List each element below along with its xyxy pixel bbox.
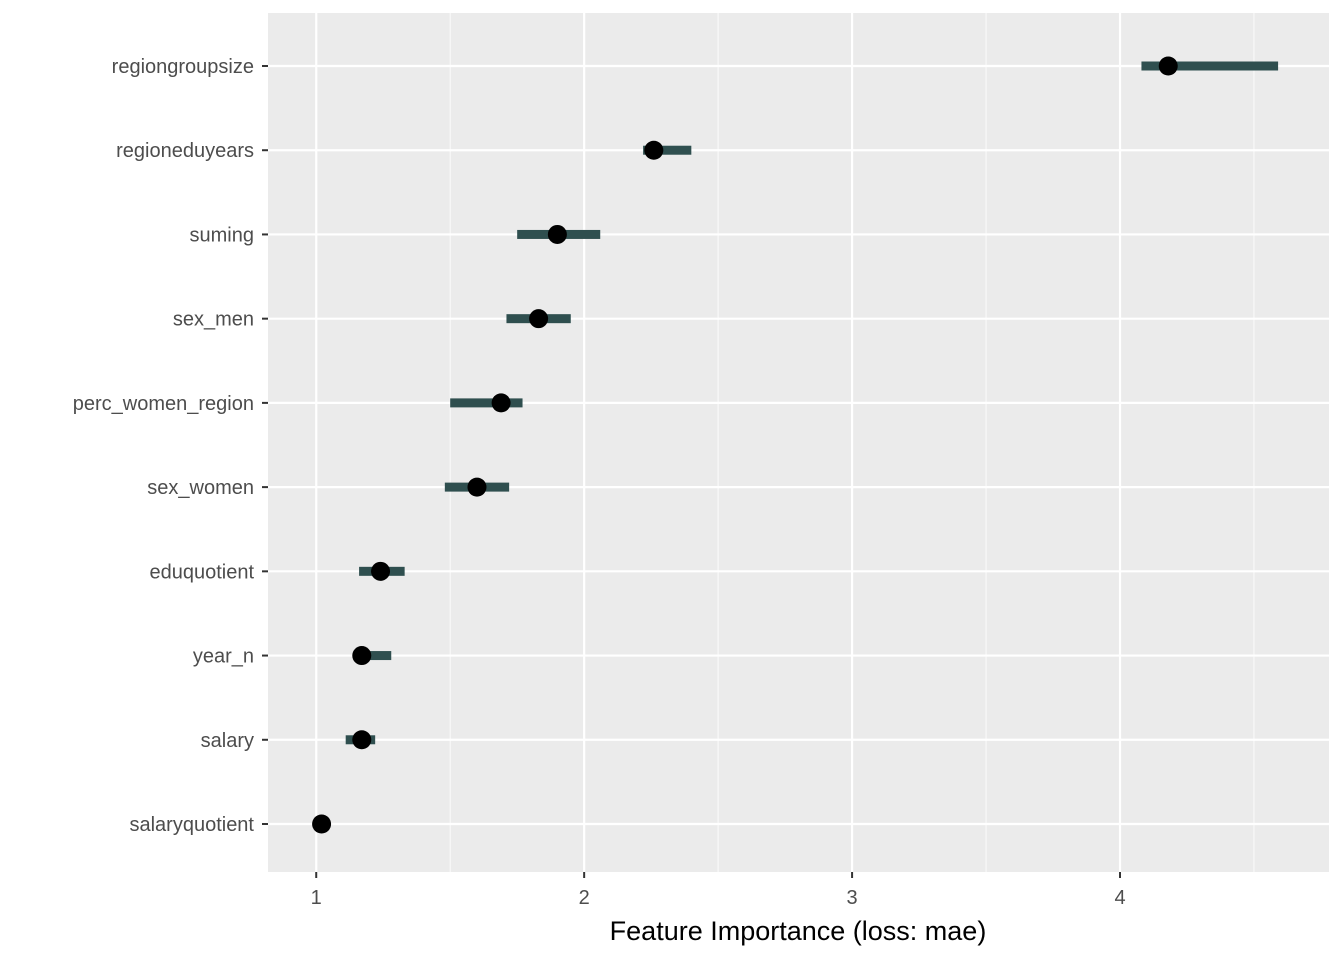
y-tick-label-year-n: year_n	[193, 646, 254, 668]
importance-point-sex-women	[467, 477, 487, 497]
plot-panel	[268, 13, 1329, 872]
x-tick-label: 1	[311, 887, 322, 909]
y-tick-label-sex-men: sex_men	[173, 309, 254, 331]
y-tick-label-suming: suming	[190, 224, 254, 246]
x-tick-label: 3	[847, 887, 858, 909]
y-tick-label-sex-women: sex_women	[147, 477, 254, 499]
major-gridlines	[268, 13, 1329, 872]
importance-point-suming	[547, 224, 567, 244]
y-tick-label-regioneduyears: regioneduyears	[116, 140, 254, 162]
y-tick-label-regiongroupsize: regiongroupsize	[112, 56, 254, 78]
x-axis: 1 2 3 4	[311, 872, 1126, 909]
interval-bar-regioneduyears	[643, 145, 692, 155]
interval-bar-perc-women-region	[450, 398, 523, 408]
importance-point-year-n	[352, 646, 372, 666]
importance-point-eduquotient	[371, 561, 391, 581]
x-axis-title: Feature Importance (loss: mae)	[610, 916, 987, 946]
importance-point-regioneduyears	[644, 140, 664, 160]
interval-bar-year-n	[361, 651, 392, 661]
importance-point-perc-women-region	[491, 393, 511, 413]
importance-point-regiongroupsize	[1158, 56, 1178, 76]
y-tick-label-perc-women-region: perc_women_region	[73, 393, 254, 415]
importance-points	[312, 56, 1178, 834]
x-tick-label: 2	[579, 887, 590, 909]
y-axis: regiongroupsize regioneduyears suming sex_m…	[73, 56, 268, 836]
y-tick-label-eduquotient: eduquotient	[149, 561, 254, 583]
y-tick-label-salaryquotient: salaryquotient	[129, 814, 254, 836]
importance-point-salaryquotient	[312, 814, 332, 834]
x-tick-label: 4	[1114, 887, 1125, 909]
interval-bar-regiongroupsize	[1141, 61, 1279, 71]
minor-gridlines	[449, 13, 1255, 872]
y-tick-label-salary: salary	[201, 730, 254, 752]
importance-point-salary	[352, 730, 372, 750]
importance-point-sex-men	[529, 309, 549, 329]
